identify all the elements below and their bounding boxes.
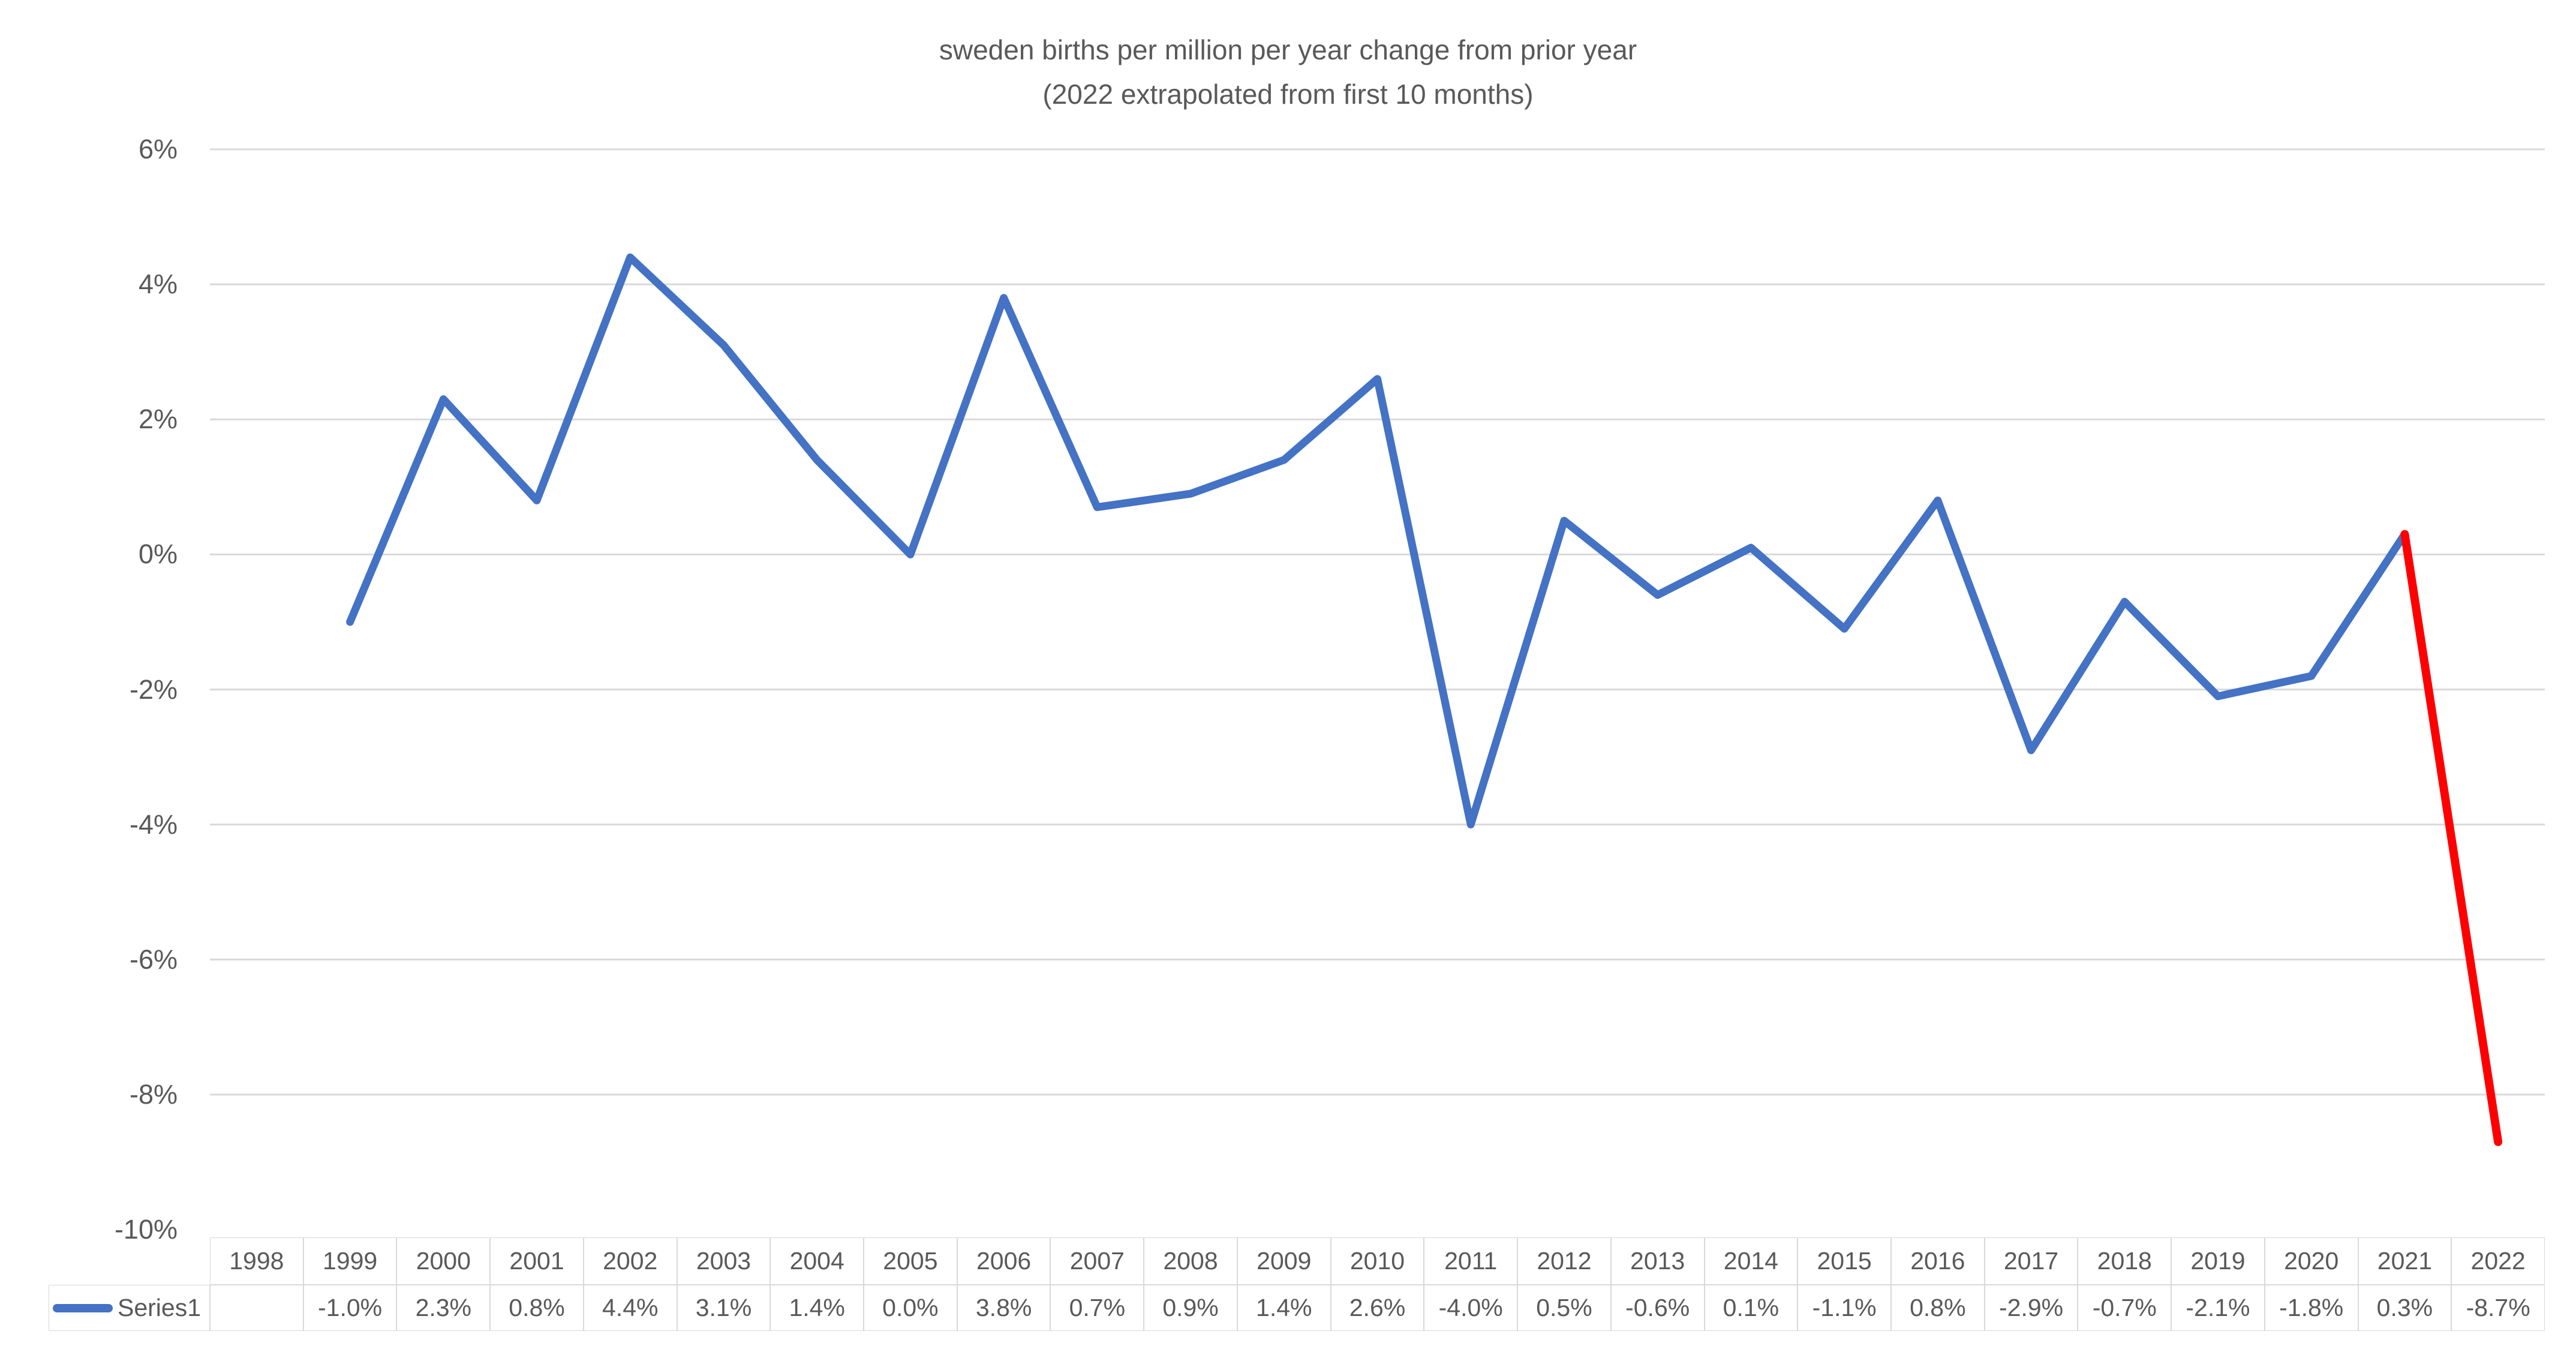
table-value-cell: -4.0% (1424, 1285, 1518, 1331)
extrapolated-2022-line (2400, 530, 2503, 1146)
table-year-cell: 2012 (1517, 1237, 1611, 1285)
table-year-cell: 2010 (1330, 1237, 1424, 1285)
table-value-cell: 0.0% (864, 1285, 957, 1331)
table-value-cell: 0.8% (490, 1285, 584, 1331)
chart-title: sweden births per million per year chang… (939, 34, 1637, 65)
y-tick-label: -2% (129, 674, 178, 705)
table-year-cell: 2008 (1144, 1237, 1237, 1285)
table-value-cell: 3.1% (677, 1285, 771, 1331)
table-value-cell (210, 1285, 303, 1331)
y-axis: 6% 4% 2% 0% -2% -4% -6% -8% -10% (0, 0, 178, 1346)
table-year-cell: 2004 (770, 1237, 864, 1285)
table-value-cell: -1.1% (1798, 1285, 1891, 1331)
table-value-cell: 0.3% (2358, 1285, 2452, 1331)
table-value-cell: 2.3% (396, 1285, 491, 1331)
table-value-cell: 1.4% (1237, 1285, 1331, 1331)
table-value-cell: -0.7% (2078, 1285, 2172, 1331)
table-value-cell: -1.0% (303, 1285, 397, 1331)
table-value-cell: -2.1% (2171, 1285, 2265, 1331)
legend-series-label: Series1 (118, 1294, 202, 1321)
table-value-cell: 4.4% (583, 1285, 677, 1331)
table-value-cell: 0.5% (1517, 1285, 1611, 1331)
table-value-cell: -2.9% (1984, 1285, 2078, 1331)
table-value-cell: 2.6% (1330, 1285, 1424, 1331)
table-year-cell: 2022 (2451, 1237, 2545, 1285)
y-tick-label: 4% (138, 269, 178, 300)
table-year-cell: 2005 (864, 1237, 957, 1285)
table-year-cell: 2018 (2078, 1237, 2172, 1285)
table-year-cell: 2003 (677, 1237, 771, 1285)
table-year-cell: 2002 (583, 1237, 677, 1285)
table-value-cell: 0.8% (1890, 1285, 1985, 1331)
table-value-cell: -8.7% (2451, 1285, 2545, 1331)
table-year-cell: 2006 (957, 1237, 1051, 1285)
series1-line (346, 253, 2409, 829)
series-line-icon (53, 1303, 113, 1312)
y-tick-label: -8% (129, 1078, 178, 1110)
y-tick-label: -10% (114, 1214, 178, 1245)
chart-title-block: sweden births per million per year chang… (0, 28, 2576, 116)
table-year-cell: 2016 (1890, 1237, 1985, 1285)
chart-subtitle: (2022 extrapolated from first 10 months) (1042, 79, 1534, 110)
table-year-cell: 1998 (210, 1237, 303, 1285)
y-tick-label: -4% (129, 809, 178, 840)
table-year-cell: 2015 (1798, 1237, 1891, 1285)
table-year-cell: 2007 (1050, 1237, 1144, 1285)
table-year-cell: 2011 (1424, 1237, 1518, 1285)
legend-cell: Series1 (49, 1285, 210, 1331)
table-value-cell: 0.7% (1050, 1285, 1144, 1331)
table-value-cell: -1.8% (2264, 1285, 2358, 1331)
table-year-cell: 2014 (1704, 1237, 1798, 1285)
table-year-cell: 1999 (303, 1237, 397, 1285)
table-year-cell: 2017 (1984, 1237, 2078, 1285)
table-year-cell: 2001 (490, 1237, 584, 1285)
table-value-cell: 0.1% (1704, 1285, 1798, 1331)
table-value-cell: 3.8% (957, 1285, 1051, 1331)
table-year-cell: 2021 (2358, 1237, 2452, 1285)
table-year-cell: 2019 (2171, 1237, 2265, 1285)
y-tick-label: 2% (138, 404, 178, 435)
y-tick-label: 0% (138, 539, 178, 570)
y-tick-label: -6% (129, 944, 178, 975)
table-value-cell: 0.9% (1144, 1285, 1237, 1331)
table-year-cell: 2013 (1610, 1237, 1705, 1285)
table-year-cell: 2009 (1237, 1237, 1331, 1285)
table-value-cell: 1.4% (770, 1285, 864, 1331)
table-year-cell: 2020 (2264, 1237, 2358, 1285)
table-value-cell: -0.6% (1610, 1285, 1705, 1331)
y-tick-label: 6% (138, 134, 178, 164)
table-year-cell: 2000 (396, 1237, 491, 1285)
